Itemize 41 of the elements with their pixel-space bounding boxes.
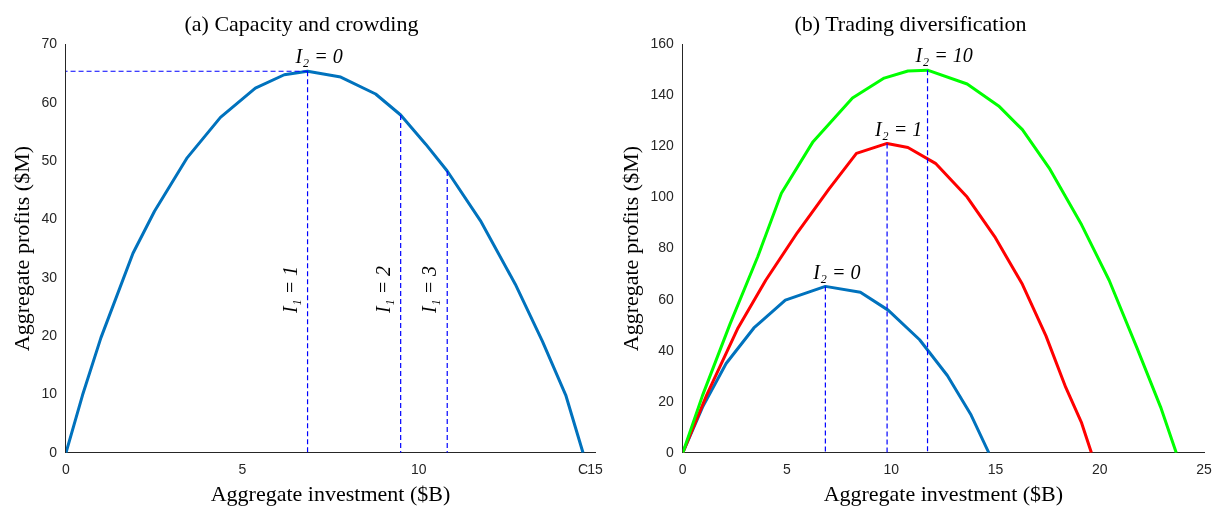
annotation: I₂ = 0 [294,45,343,68]
y-tick-label: 20 [658,392,674,409]
annotation: I₁ = 2 [371,265,394,314]
y-tick-label: 60 [658,290,674,307]
y-tick-label: 40 [41,210,58,227]
chart-title: (a) Capacity and crowding [184,10,419,36]
y-tick-label: 0 [49,443,58,460]
y-tick-label: 70 [41,35,58,52]
y-tick-label: 140 [650,86,674,103]
x-tick-label: 5 [783,461,792,478]
y-tick-label: 100 [650,188,674,205]
x-axis-title: Aggregate investment ($B) [823,480,1064,506]
x-tick-label: 0 [62,461,71,478]
x-tick-label: 0 [678,461,687,478]
annotation: I₂ = 10 [914,44,973,67]
y-tick-label: 30 [41,268,58,285]
chart-title: (b) Trading diversification [794,10,1027,36]
y-tick-label: 10 [41,385,58,402]
x-tick-label: 25 [1196,461,1212,478]
y-tick-label: 160 [650,35,674,52]
x-tick-label: 20 [1091,461,1108,478]
x-tick-label: 5 [238,461,247,478]
annotation: I₁ = 3 [418,265,441,314]
y-tick-label: 80 [658,239,674,256]
x-axis-title: Aggregate investment ($B) [210,480,451,506]
x-tick-label: 15 [987,461,1004,478]
y-tick-label: 0 [665,443,674,460]
annotation: I₂ = 1 [874,117,923,140]
x-tick-label: 15 [587,461,603,478]
y-tick-label: 40 [658,341,674,358]
annotation: I₂ = 0 [812,260,861,283]
y-tick-label: 20 [41,326,58,343]
annotation: I₁ = 1 [278,265,301,314]
x-tick-label: 10 [883,461,900,478]
x-tick-label: 10 [410,461,427,478]
y-axis-title: Aggregate profits ($M) [617,145,643,352]
y-axis-title: Aggregate profits ($M) [8,145,34,352]
y-tick-label: 60 [41,93,58,110]
y-tick-label: 120 [650,137,674,154]
y-tick-label: 50 [41,151,58,168]
x-tick-label: C [577,461,589,478]
